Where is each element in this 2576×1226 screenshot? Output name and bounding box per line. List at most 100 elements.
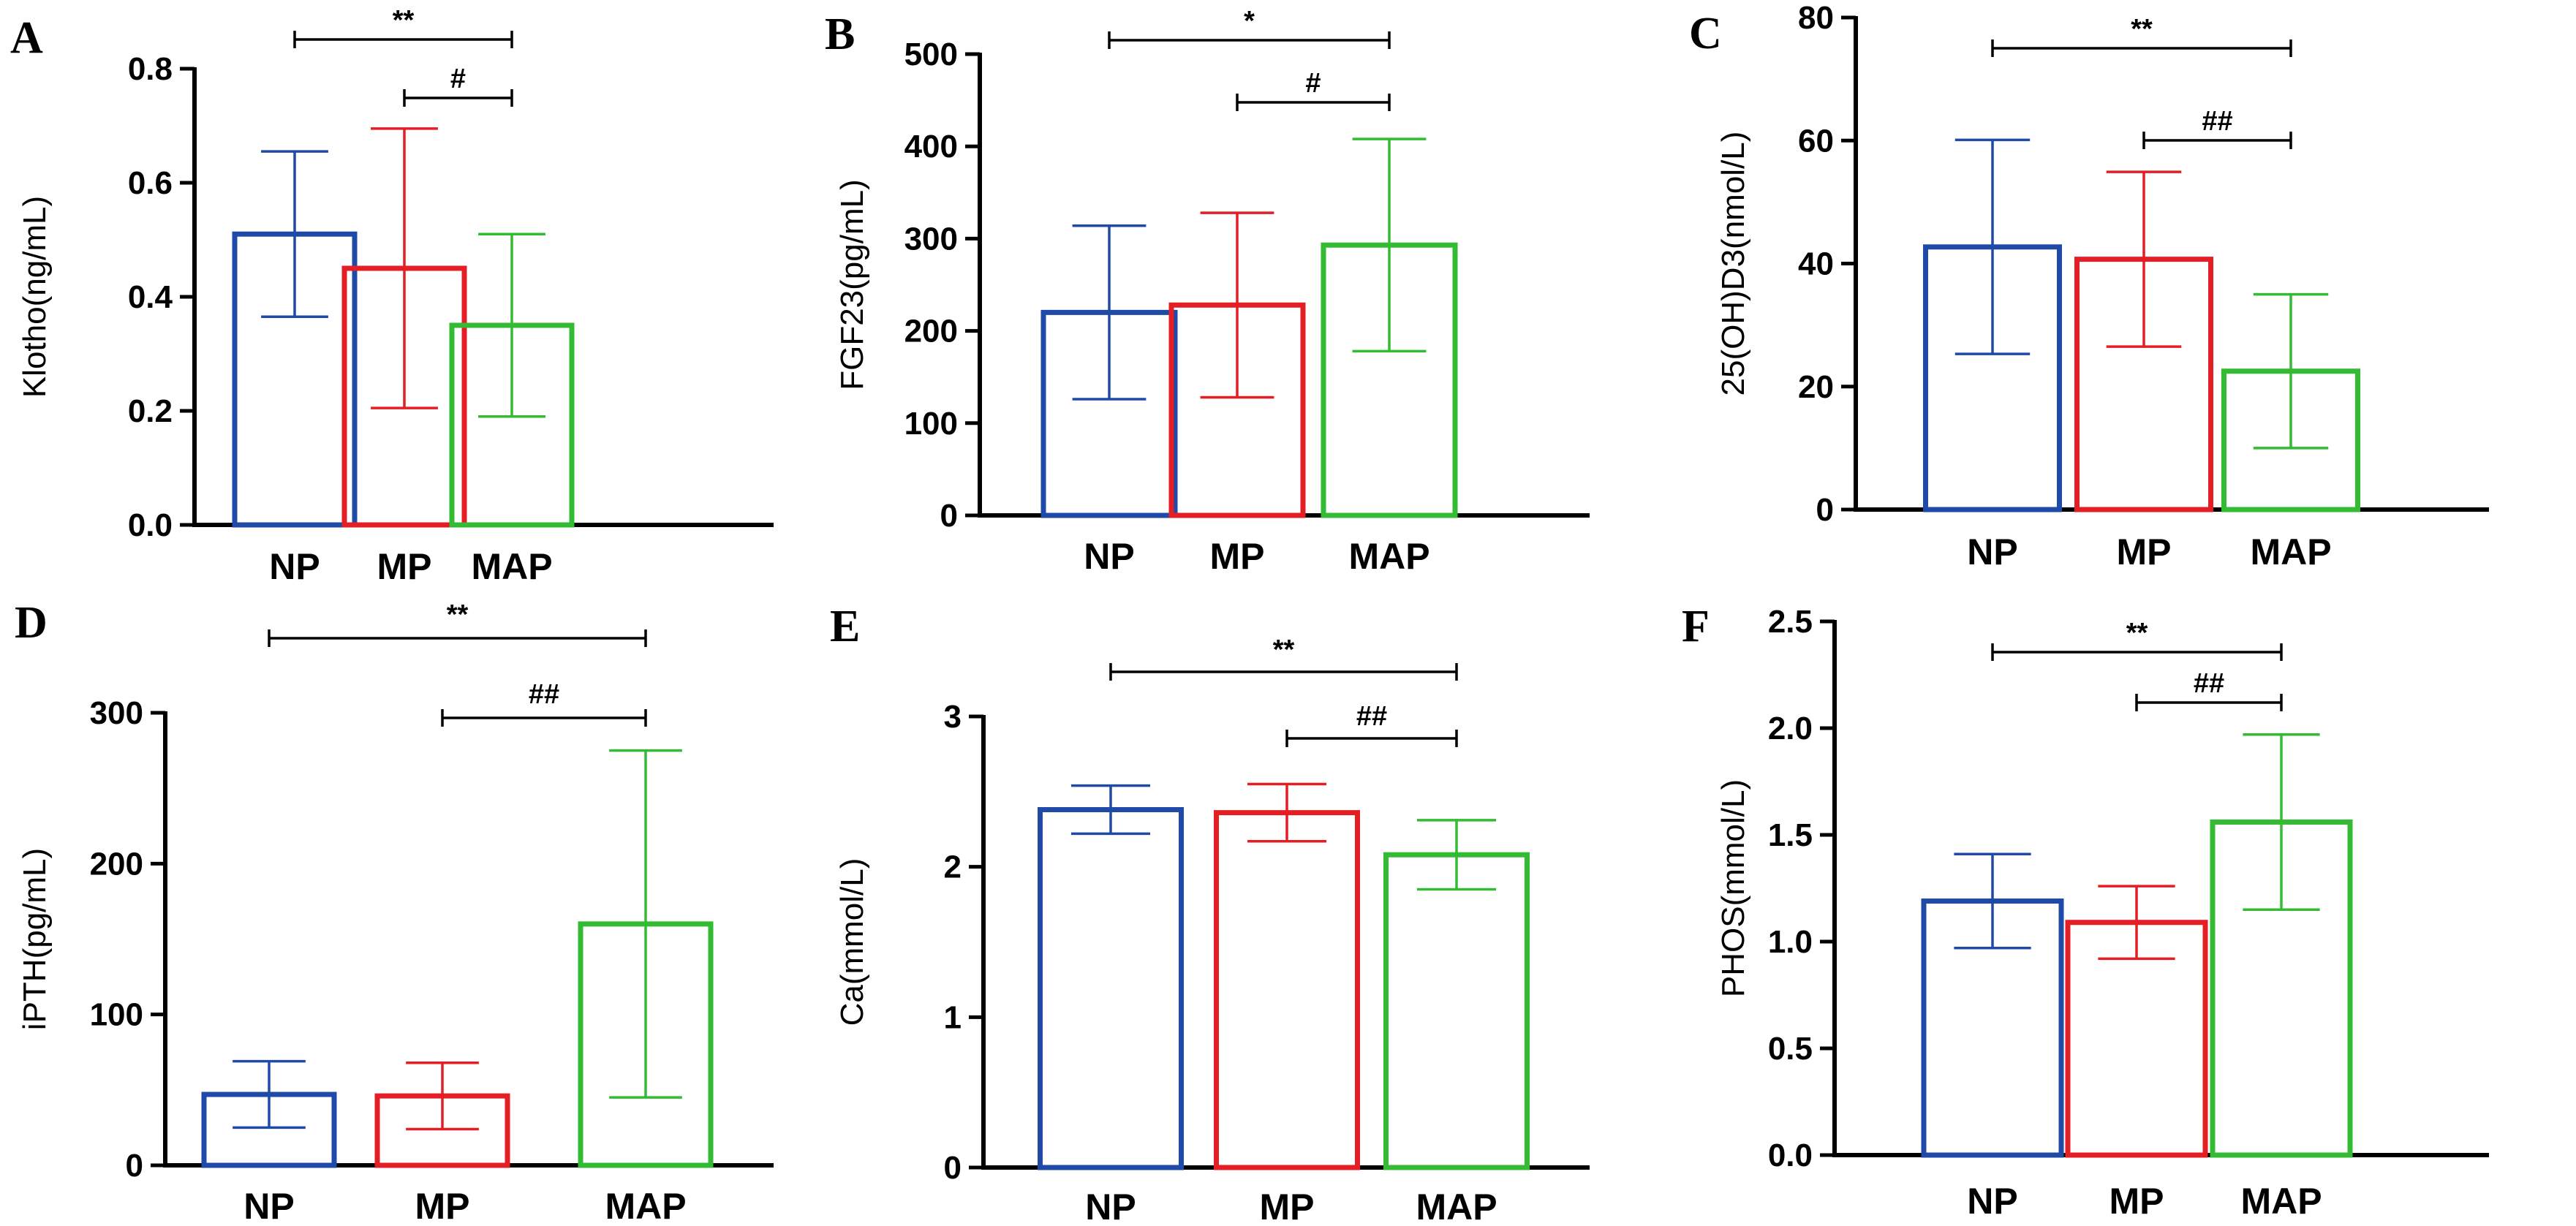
y-tick-label: 0.4 — [128, 279, 173, 315]
significance-label: ## — [529, 679, 559, 710]
chart-panel-a: A 0.0 0.2 0.4 0.6 0.8 Klotho(ng/mL) NP MP MAP ** # — [10, 5, 774, 587]
x-category-label: NP — [269, 546, 320, 587]
error-bar-np — [1954, 138, 2031, 355]
significance-label: ## — [2202, 106, 2232, 137]
error-bar-mp — [406, 1061, 479, 1131]
x-category-label: MAP — [605, 1186, 686, 1226]
panel-letter: B — [825, 10, 855, 59]
y-tick-label: 2 — [944, 850, 962, 885]
y-axis-title: PHOS(mmol/L) — [1715, 779, 1751, 997]
significance-label: ## — [2194, 668, 2224, 699]
y-tick-label: 0.5 — [1768, 1031, 1813, 1067]
significance-label: # — [450, 64, 466, 94]
x-category-label: NP — [1085, 1187, 1136, 1226]
chart-panel-e: E 0 1 2 3 Ca(mmol/L) NP MP MAP ** ## — [830, 602, 1590, 1226]
y-tick-label: 0 — [1816, 492, 1834, 528]
error-bar-np — [1954, 852, 2031, 950]
y-tick-label: 1 — [944, 999, 962, 1035]
x-category-label: MP — [2109, 1181, 2164, 1222]
x-category-label: MAP — [1416, 1187, 1497, 1226]
panel-letter: E — [830, 602, 860, 651]
y-tick-label: 1.5 — [1768, 817, 1813, 853]
y-tick-label: 40 — [1798, 246, 1834, 282]
error-bar-map — [478, 232, 545, 418]
panel-letter: F — [1682, 602, 1710, 651]
y-tick-label: 300 — [90, 695, 143, 731]
error-bar-map — [2243, 733, 2320, 911]
error-bar-mp — [371, 127, 438, 409]
error-bar-map — [609, 749, 682, 1099]
y-tick-label: 400 — [904, 129, 958, 164]
x-category-label: NP — [1967, 531, 2017, 572]
error-bar-map — [1352, 137, 1427, 353]
significance-label: * — [1244, 6, 1255, 37]
significance-bracket — [2135, 694, 2283, 711]
y-axis-title: Ca(mmol/L) — [834, 858, 870, 1026]
y-axis-title: iPTH(pg/mL) — [17, 848, 53, 1030]
x-category-label: MP — [2117, 531, 2172, 572]
error-bar-map — [2253, 292, 2329, 450]
error-bar-mp — [1200, 211, 1274, 399]
x-category-label: MAP — [1348, 536, 1429, 577]
significance-bracket — [1991, 643, 2283, 661]
significance-label: ** — [2126, 618, 2148, 648]
x-category-label: MP — [1210, 536, 1265, 577]
panel-letter: C — [1689, 9, 1722, 58]
x-category-label: MAP — [2250, 531, 2331, 572]
significance-bracket — [403, 89, 513, 107]
significance-label: ## — [1356, 701, 1387, 732]
error-bar-np — [261, 150, 328, 319]
significance-label: # — [1305, 68, 1321, 99]
y-tick-label: 300 — [904, 221, 958, 257]
y-tick-label: 0.6 — [128, 165, 173, 201]
significance-label: ** — [2131, 14, 2153, 45]
error-bar-map — [1416, 819, 1497, 891]
y-tick-label: 100 — [90, 997, 143, 1033]
significance-bracket — [1991, 39, 2292, 57]
bar-mp — [1214, 810, 1360, 1170]
y-tick-label: 0 — [126, 1148, 143, 1184]
significance-bracket — [1108, 31, 1391, 49]
x-category-label: MP — [415, 1186, 470, 1226]
error-bar-mp — [2106, 170, 2182, 348]
significance-label: ** — [447, 599, 469, 630]
panel-letter: A — [10, 13, 43, 63]
y-tick-label: 0.2 — [128, 393, 173, 429]
significance-label: ** — [1273, 635, 1295, 665]
x-category-label: MP — [377, 546, 432, 587]
y-tick-label: 500 — [904, 37, 958, 72]
significance-bracket — [2142, 132, 2292, 149]
significance-bracket — [1109, 663, 1458, 681]
error-bar-mp — [2098, 885, 2175, 961]
chart-panel-d: D 0 100 200 300 iPTH(pg/mL) NP MP MAP ** ## — [15, 598, 774, 1226]
bar-map — [1383, 852, 1530, 1170]
y-axis-title: Klotho(ng/mL) — [17, 196, 53, 398]
significance-bracket — [1285, 730, 1458, 747]
significance-label: ** — [393, 5, 415, 36]
y-tick-label: 1.0 — [1768, 924, 1813, 960]
significance-bracket — [441, 709, 647, 727]
x-category-label: NP — [243, 1186, 294, 1226]
bar-np — [1038, 807, 1184, 1170]
error-bar-np — [233, 1059, 306, 1129]
x-category-label: NP — [1084, 536, 1134, 577]
y-tick-label: 3 — [944, 699, 962, 735]
y-tick-label: 2.0 — [1768, 711, 1813, 746]
y-tick-label: 200 — [904, 314, 958, 349]
y-axis-title: 25(OH)D3(nmol/L) — [1715, 132, 1751, 396]
y-tick-label: 200 — [90, 846, 143, 882]
y-tick-label: 0.8 — [128, 51, 173, 87]
chart-panel-b: B 0 100 200 300 400 500 FGF23(pg/mL) NP MP MAP * # — [825, 6, 1590, 577]
error-bar-mp — [1247, 782, 1327, 843]
x-category-label: MAP — [2240, 1181, 2322, 1222]
panel-letter: D — [15, 598, 48, 648]
significance-bracket — [1236, 94, 1391, 111]
error-bar-np — [1072, 224, 1147, 401]
chart-panel-f: F 0.0 0.5 1.0 1.5 2.0 2.5 PHOS(mmol/L) NP MP MAP **… — [1682, 602, 2489, 1222]
y-tick-label: 0.0 — [128, 507, 173, 543]
y-tick-label: 60 — [1798, 123, 1834, 159]
significance-bracket — [293, 31, 513, 48]
y-axis-title: FGF23(pg/mL) — [834, 179, 870, 390]
y-tick-label: 80 — [1798, 0, 1834, 36]
